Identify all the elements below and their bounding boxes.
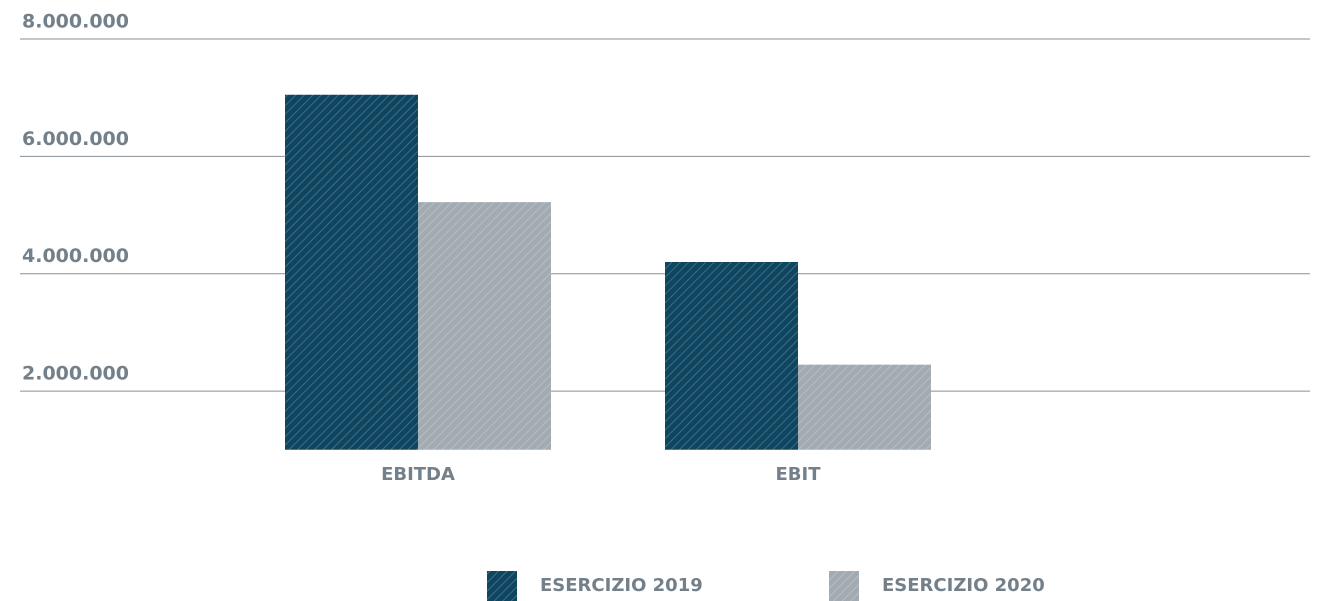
legend-swatch (487, 571, 517, 601)
bar (798, 364, 931, 450)
legend-label: ESERCIZIO 2020 (882, 575, 1045, 596)
bar (285, 94, 418, 450)
y-tick-label: 4.000.000 (22, 245, 129, 267)
y-tick-label: 8.000.000 (22, 11, 129, 33)
legend-label: ESERCIZIO 2019 (540, 575, 703, 596)
x-tick-label: EBIT (776, 464, 822, 485)
y-tick-label: 2.000.000 (22, 363, 129, 385)
bar (418, 202, 551, 450)
x-tick-label: EBITDA (381, 464, 455, 485)
legend-swatch (829, 571, 859, 601)
bar (665, 261, 798, 450)
y-tick-label: 6.000.000 (22, 128, 129, 150)
